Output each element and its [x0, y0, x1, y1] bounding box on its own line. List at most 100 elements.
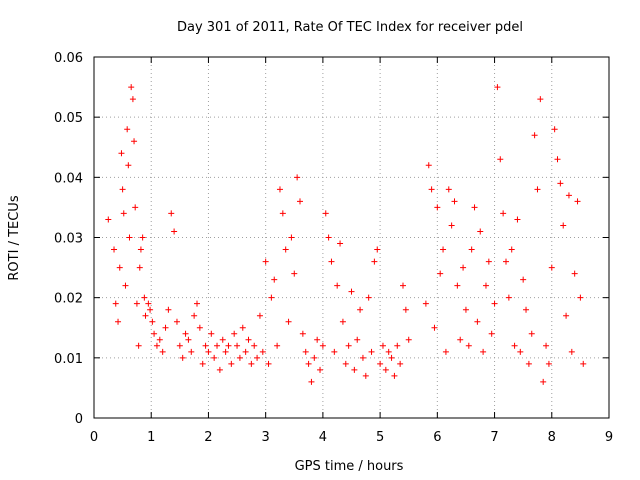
data-point [525, 360, 532, 367]
data-point [365, 294, 372, 301]
data-point [111, 246, 118, 253]
data-point [145, 300, 152, 307]
x-tick-label: 9 [605, 430, 613, 445]
data-point [451, 198, 458, 205]
data-point [116, 264, 123, 271]
data-point [337, 240, 344, 247]
data-point [379, 342, 386, 349]
data-point [208, 330, 215, 337]
data-point [428, 186, 435, 193]
data-point [388, 354, 395, 361]
data-point [125, 162, 132, 169]
data-point [182, 330, 189, 337]
data-point [288, 234, 295, 241]
data-point [132, 204, 139, 211]
data-point [128, 84, 135, 91]
data-point [354, 336, 361, 343]
x-tick-label: 0 [90, 430, 98, 445]
data-point [219, 336, 226, 343]
x-tick-label: 4 [319, 430, 327, 445]
data-point [131, 138, 138, 145]
data-point [188, 348, 195, 355]
x-tick-label: 6 [433, 430, 441, 445]
data-point [173, 318, 180, 325]
y-tick-label: 0.06 [54, 51, 83, 66]
data-point [211, 354, 218, 361]
data-point [322, 210, 329, 217]
data-point [105, 216, 112, 223]
data-point [325, 234, 332, 241]
data-point [194, 300, 200, 307]
data-point [425, 162, 432, 169]
data-point [362, 372, 369, 379]
data-point [282, 246, 289, 253]
data-point [328, 258, 335, 265]
data-point [139, 234, 146, 241]
data-point [317, 366, 324, 373]
y-tick-label: 0.01 [54, 352, 83, 367]
y-tick-label: 0.03 [54, 232, 83, 247]
data-point [135, 342, 142, 349]
data-point [445, 186, 452, 193]
data-point [205, 348, 212, 355]
data-point [234, 342, 241, 349]
data-point [554, 156, 561, 163]
data-point [214, 342, 221, 349]
y-axis-label: ROTI / TECUs [7, 195, 22, 280]
data-point [199, 360, 206, 367]
data-point [268, 294, 275, 301]
data-point [571, 270, 578, 277]
data-point [359, 354, 366, 361]
data-point [271, 276, 278, 283]
data-point [120, 210, 127, 217]
data-point [511, 342, 518, 349]
data-point [534, 186, 541, 193]
data-point [457, 336, 464, 343]
data-point [291, 270, 298, 277]
data-point [465, 342, 472, 349]
x-tick-label: 2 [204, 430, 212, 445]
data-point [440, 246, 447, 253]
data-point [442, 348, 449, 355]
data-point [245, 336, 252, 343]
data-point [508, 246, 515, 253]
data-point [251, 342, 258, 349]
data-point [491, 300, 498, 307]
data-points [105, 84, 587, 385]
data-point [228, 360, 235, 367]
data-point [239, 324, 246, 331]
data-point [156, 336, 163, 343]
data-point [256, 312, 263, 319]
data-point [225, 342, 232, 349]
data-point [482, 282, 489, 289]
data-point [142, 312, 149, 319]
data-point [159, 348, 166, 355]
data-point [494, 84, 501, 91]
data-point [115, 318, 122, 325]
y-tick-label: 0 [75, 412, 83, 427]
data-point [565, 192, 572, 199]
data-point [385, 348, 392, 355]
data-point [137, 246, 144, 253]
chart-title: Day 301 of 2011, Rate Of TEC Index for r… [177, 20, 523, 35]
data-point [165, 306, 172, 313]
x-tick-label: 8 [548, 430, 556, 445]
data-point [196, 324, 203, 331]
data-point [236, 354, 243, 361]
data-point [503, 258, 509, 265]
data-point [488, 330, 495, 337]
data-point [477, 228, 484, 235]
data-point [448, 222, 455, 229]
data-point [305, 360, 312, 367]
data-point [434, 204, 441, 211]
data-point [462, 306, 469, 313]
y-tick-label: 0.04 [54, 171, 83, 186]
data-point [400, 282, 406, 289]
data-point [319, 342, 326, 349]
data-point [531, 132, 538, 139]
data-point [176, 342, 183, 349]
data-point [357, 306, 364, 313]
data-point [520, 276, 527, 283]
data-point [262, 258, 269, 265]
